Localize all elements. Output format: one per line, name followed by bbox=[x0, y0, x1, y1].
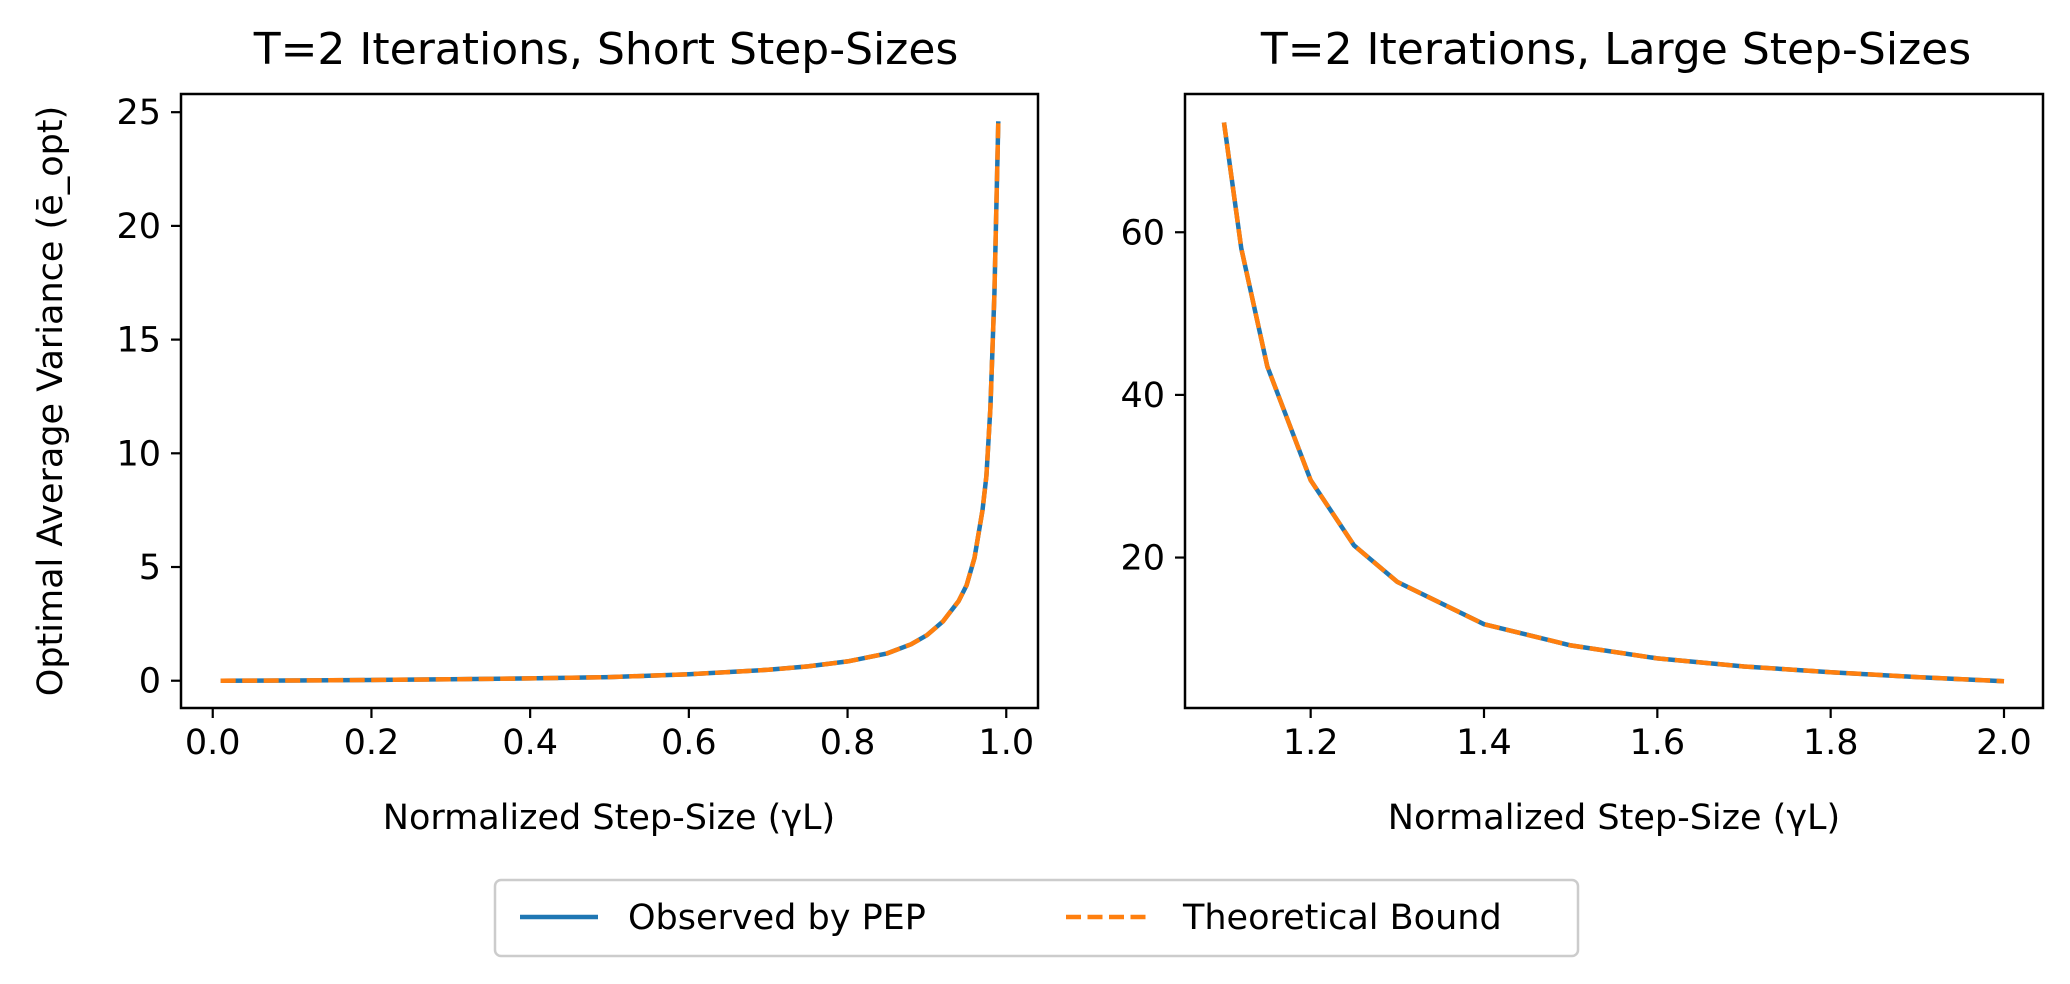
left-x-tick-label: 1.0 bbox=[978, 723, 1034, 763]
right-axis-ticks: 1.2 1.4 1.6 1.8 2.0 20 40 60 bbox=[1120, 213, 2031, 763]
right-x-tick-label: 2.0 bbox=[1976, 723, 2032, 763]
legend-theoretical-label: Theoretical Bound bbox=[1182, 898, 1502, 938]
left-plot-frame bbox=[179, 92, 1040, 710]
legend: Observed by PEP Theoretical Bound bbox=[493, 878, 1580, 958]
right-series bbox=[1221, 122, 2005, 684]
right-x-tick-label: 1.2 bbox=[1283, 723, 1339, 763]
left-x-tick-label: 0.6 bbox=[661, 723, 717, 763]
left-x-axis-label: Normalized Step-Size (γL) bbox=[383, 798, 835, 838]
right-x-tick-label: 1.4 bbox=[1456, 723, 1512, 763]
left-y-tick-label: 10 bbox=[116, 434, 161, 474]
left-series-theoretical-bound bbox=[220, 121, 1001, 683]
panel-large-step-sizes: T=2 Iterations, Large Step-Sizes 1.2 1.4 1… bbox=[1120, 24, 2045, 838]
right-x-tick-label: 1.6 bbox=[1629, 723, 1685, 763]
right-plot-frame bbox=[1183, 92, 2045, 710]
right-y-tick-label: 40 bbox=[1120, 376, 1165, 416]
right-x-axis-label: Normalized Step-Size (γL) bbox=[1388, 798, 1840, 838]
left-y-tick-label: 20 bbox=[116, 207, 161, 247]
right-y-tick-label: 20 bbox=[1120, 539, 1165, 579]
left-x-tick-label: 0.2 bbox=[344, 723, 400, 763]
left-series bbox=[220, 121, 1001, 683]
left-y-tick-label: 25 bbox=[116, 93, 161, 133]
legend-box bbox=[493, 878, 1580, 958]
left-y-tick-label: 5 bbox=[139, 548, 161, 588]
left-y-tick-label: 0 bbox=[139, 662, 161, 702]
left-x-tick-label: 0.0 bbox=[185, 723, 241, 763]
right-series-theoretical-bound bbox=[1221, 122, 2005, 684]
left-y-axis-label: Optimal Average Variance (ē_opt) bbox=[31, 106, 71, 696]
left-y-tick-label: 15 bbox=[116, 321, 161, 361]
right-series-observed-by-pep bbox=[1221, 122, 2005, 684]
left-chart-title: T=2 Iterations, Short Step-Sizes bbox=[253, 24, 959, 75]
right-y-tick-label: 60 bbox=[1120, 213, 1165, 253]
legend-observed-label: Observed by PEP bbox=[628, 898, 926, 938]
left-x-tick-label: 0.4 bbox=[502, 723, 558, 763]
left-x-tick-label: 0.8 bbox=[820, 723, 876, 763]
panel-short-step-sizes: T=2 Iterations, Short Step-Sizes 0.0 0.2 0… bbox=[31, 24, 1040, 838]
right-x-tick-label: 1.8 bbox=[1803, 723, 1859, 763]
right-chart-title: T=2 Iterations, Large Step-Sizes bbox=[1260, 24, 1971, 75]
left-axis-ticks: 0.0 0.2 0.4 0.6 0.8 1.0 0 5 10 15 20 25 bbox=[116, 93, 1034, 763]
left-series-observed-by-pep bbox=[220, 121, 1001, 683]
